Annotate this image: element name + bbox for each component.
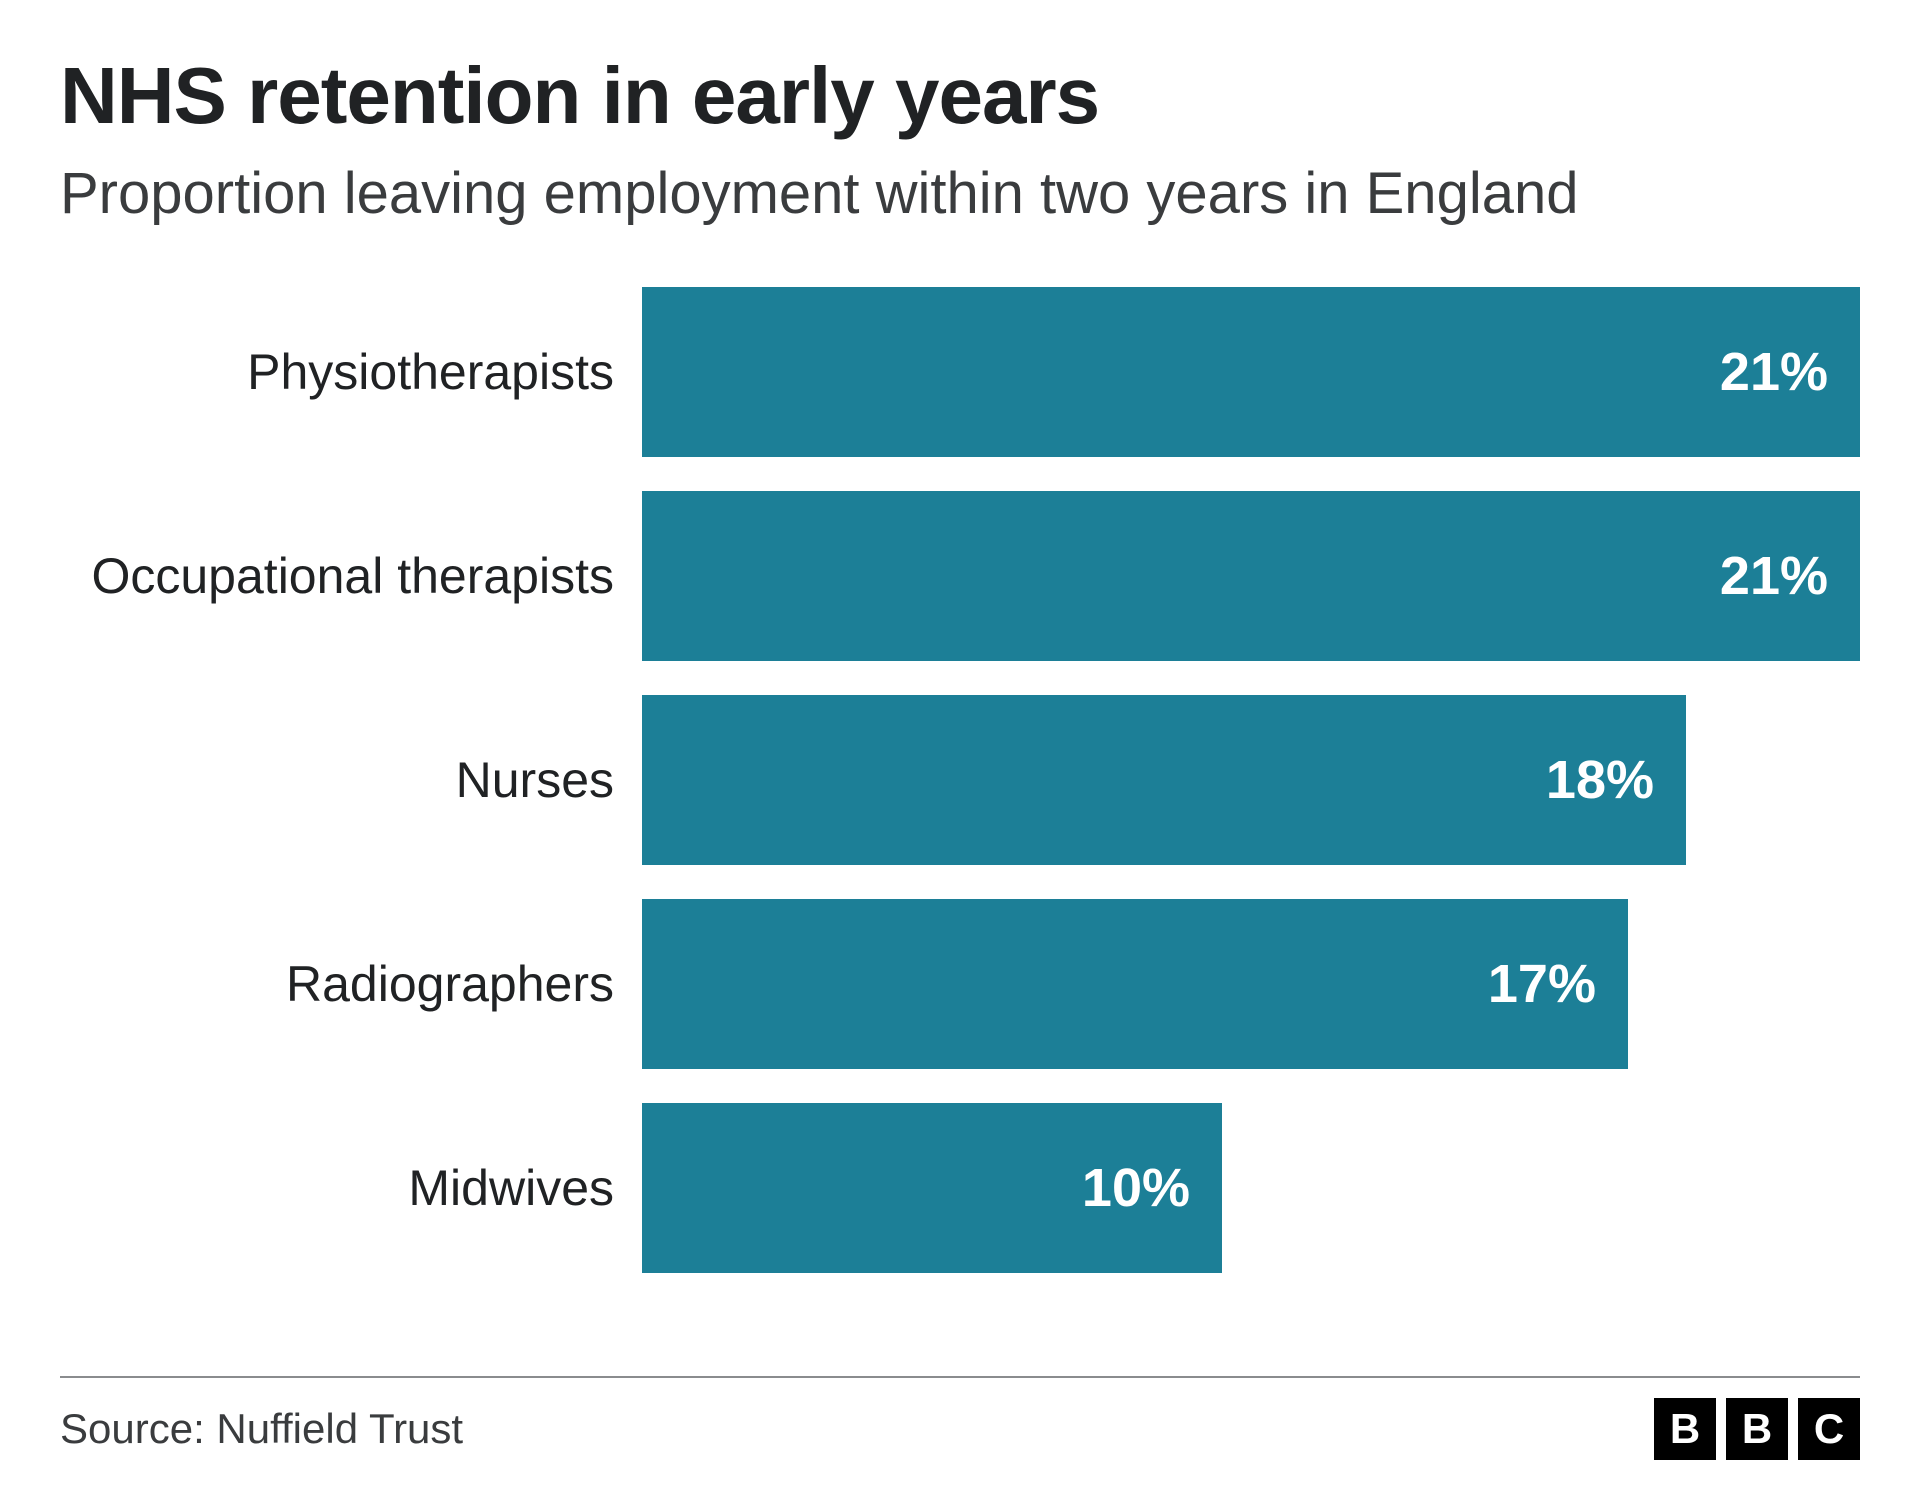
bar-fill: 10% (642, 1103, 1222, 1273)
bar-track: 18% (642, 695, 1860, 865)
bar-value: 10% (1082, 1157, 1190, 1219)
bar-value: 21% (1720, 545, 1828, 607)
logo-letter: B (1726, 1398, 1788, 1460)
bar-row: Nurses 18% (60, 695, 1860, 865)
chart-title: NHS retention in early years (60, 50, 1860, 142)
bar-row: Midwives 10% (60, 1103, 1860, 1273)
chart-footer: Source: Nuffield Trust B B C (60, 1376, 1860, 1460)
bar-track: 21% (642, 287, 1860, 457)
bar-track: 21% (642, 491, 1860, 661)
chart-subtitle: Proportion leaving employment within two… (60, 160, 1860, 227)
bar-fill: 21% (642, 491, 1860, 661)
logo-letter: C (1798, 1398, 1860, 1460)
bar-label: Nurses (60, 695, 642, 865)
logo-letter: B (1654, 1398, 1716, 1460)
bbc-logo: B B C (1654, 1398, 1860, 1460)
bar-fill: 17% (642, 899, 1628, 1069)
bar-fill: 21% (642, 287, 1860, 457)
bar-label: Physiotherapists (60, 287, 642, 457)
source-text: Source: Nuffield Trust (60, 1405, 463, 1453)
bar-value: 18% (1546, 749, 1654, 811)
bar-row: Physiotherapists 21% (60, 287, 1860, 457)
bar-track: 17% (642, 899, 1860, 1069)
bar-row: Occupational therapists 21% (60, 491, 1860, 661)
chart-area: Physiotherapists 21% Occupational therap… (60, 287, 1860, 1356)
bar-value: 21% (1720, 341, 1828, 403)
bar-value: 17% (1488, 953, 1596, 1015)
bar-track: 10% (642, 1103, 1860, 1273)
bar-fill: 18% (642, 695, 1686, 865)
bar-row: Radiographers 17% (60, 899, 1860, 1069)
bar-label: Radiographers (60, 899, 642, 1069)
bar-label: Occupational therapists (60, 491, 642, 661)
bar-label: Midwives (60, 1103, 642, 1273)
